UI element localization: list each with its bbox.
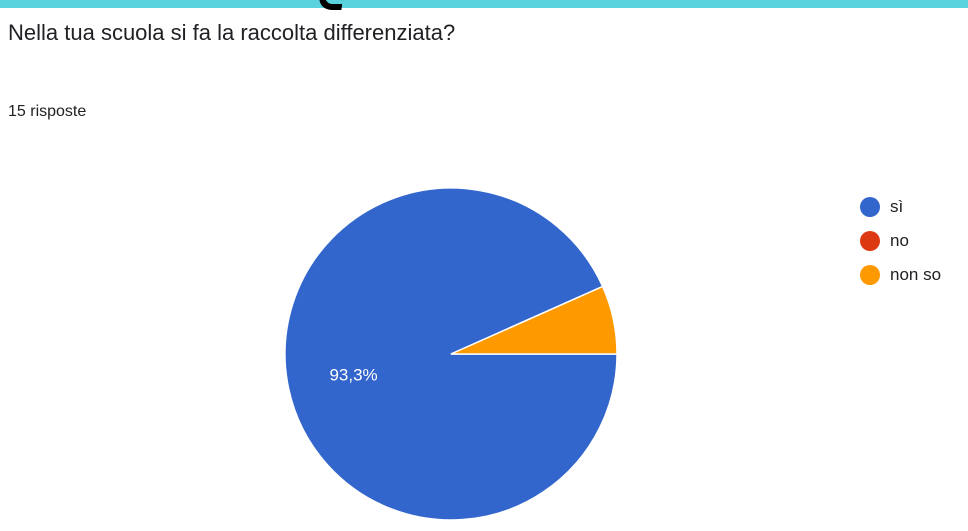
legend-item-non-so[interactable]: non so [860,258,941,292]
pie-label-si: 93,3% [329,366,377,385]
response-count: 15 risposte [8,103,87,120]
legend-item-si[interactable]: sì [860,190,941,224]
legend-label-si: sì [890,197,904,216]
header-accent-bar [0,0,968,8]
question-title: Nella tua scuola si fa la raccolta diffe… [8,20,456,45]
legend-label-non-so: non so [890,265,942,284]
legend-item-no[interactable]: no [860,224,941,258]
pie-slice-non-so[interactable] [450,285,618,355]
legend-label-no: no [890,231,909,250]
chart-legend: sì no non so [860,190,941,292]
legend-swatch-si [860,197,880,217]
legend-swatch-no [860,231,880,251]
legend-swatch-non-so [860,265,880,285]
